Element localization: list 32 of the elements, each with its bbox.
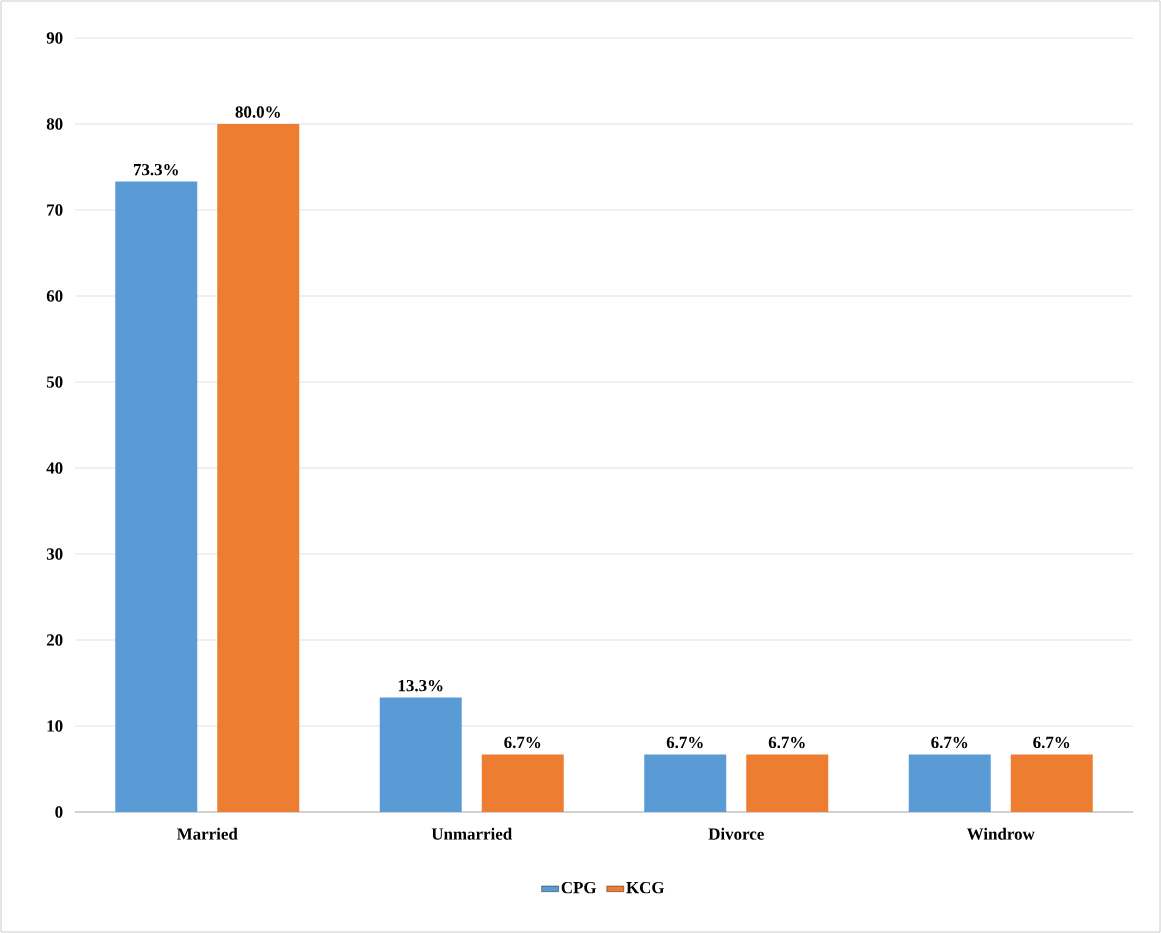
bar (379, 697, 462, 812)
y-tick-label: 30 (46, 548, 63, 560)
y-tick-label: 40 (46, 462, 63, 474)
bar (1010, 754, 1093, 812)
legend-label: CPG (561, 881, 597, 894)
x-tick-label: Married (176, 827, 238, 840)
x-tick-label: Unmarried (431, 827, 513, 840)
y-tick-label: 10 (47, 720, 63, 732)
data-label: 6.7% (504, 736, 541, 749)
y-tick-label: 20 (46, 634, 63, 646)
bar (644, 754, 727, 812)
legend-label: KCG (626, 881, 665, 894)
bar (481, 754, 564, 812)
x-tick-label: Windrow (966, 827, 1035, 840)
bar (908, 754, 991, 812)
data-label: 6.7% (666, 736, 703, 749)
bar (746, 754, 829, 812)
y-tick-label: 90 (46, 32, 63, 44)
bar (217, 124, 300, 812)
data-label: 6.7% (1033, 736, 1070, 749)
data-label: 6.7% (931, 736, 968, 749)
data-label: 6.7% (768, 736, 805, 749)
y-tick-label: 70 (47, 204, 63, 216)
y-tick-label: 60 (46, 290, 63, 302)
y-tick-label: 50 (46, 376, 63, 388)
data-label: 13.3% (398, 679, 443, 692)
data-label: 73.3% (133, 163, 178, 176)
bar (115, 181, 198, 812)
y-tick-label: 80 (46, 118, 63, 130)
y-tick-label: 0 (55, 806, 63, 818)
data-label: 80.0% (235, 106, 280, 118)
x-tick-label: Divorce (708, 827, 764, 840)
